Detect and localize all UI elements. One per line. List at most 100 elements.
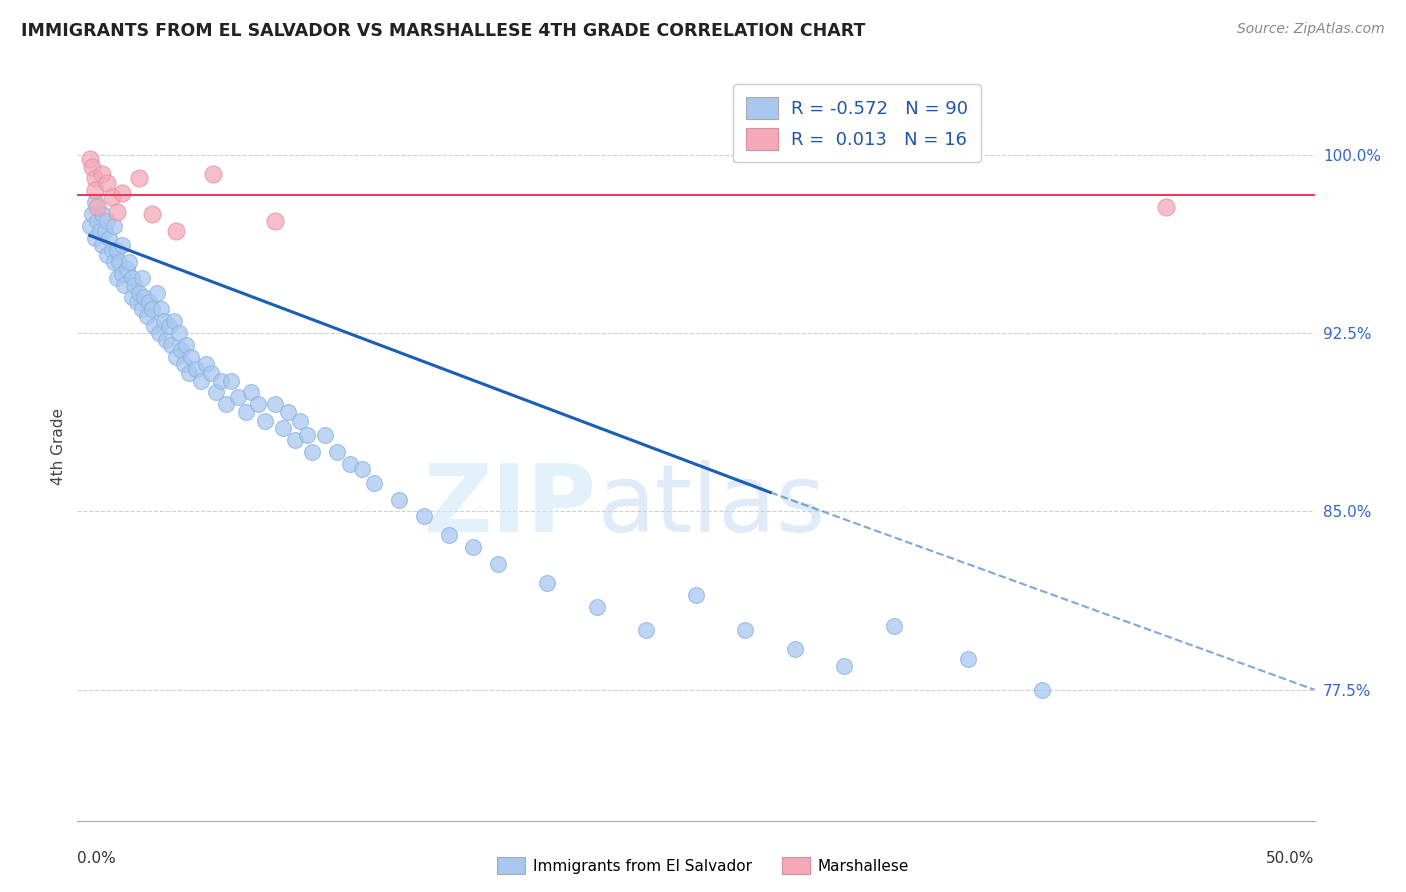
Point (112, 278, 135, 293)
Point (141, 207, 163, 221)
Point (284, 433, 307, 447)
Point (271, 421, 294, 435)
Point (98, 231, 121, 245)
Point (82, 207, 104, 221)
Point (190, 374, 212, 388)
Point (297, 428, 319, 442)
Point (150, 302, 173, 317)
Point (264, 214, 287, 228)
Point (288, 414, 311, 428)
Point (170, 343, 193, 357)
Point (118, 254, 141, 268)
Point (326, 445, 349, 459)
Point (163, 314, 186, 328)
Text: atlas: atlas (598, 460, 825, 552)
Point (486, 557, 509, 571)
Point (86, 200, 108, 214)
Point (91, 207, 114, 221)
Point (103, 219, 125, 233)
Point (128, 171, 150, 186)
Point (350, 461, 373, 475)
Point (83, 183, 105, 197)
Text: IMMIGRANTS FROM EL SALVADOR VS MARSHALLESE 4TH GRADE CORRELATION CHART: IMMIGRANTS FROM EL SALVADOR VS MARSHALLE… (21, 22, 866, 40)
Text: ZIP: ZIP (425, 460, 598, 552)
Point (177, 367, 200, 381)
Point (128, 285, 150, 300)
Point (264, 397, 287, 411)
Point (388, 492, 411, 507)
Point (226, 390, 249, 404)
Point (174, 338, 197, 352)
Point (131, 271, 153, 285)
Point (143, 318, 166, 333)
Point (105, 204, 128, 219)
Point (957, 652, 980, 666)
Point (108, 254, 131, 268)
Point (463, 540, 485, 554)
Point (685, 588, 707, 602)
Point (235, 404, 257, 418)
Point (91, 167, 114, 181)
Point (111, 238, 134, 252)
Point (412, 509, 434, 524)
Point (239, 385, 262, 400)
Point (536, 575, 558, 590)
Text: 0.0%: 0.0% (77, 851, 117, 865)
Point (437, 528, 460, 542)
Point (86, 214, 108, 228)
Point (121, 271, 143, 285)
Point (783, 642, 806, 657)
Point (363, 475, 385, 490)
Point (138, 295, 160, 310)
Point (141, 302, 163, 317)
Point (314, 428, 336, 442)
Point (115, 261, 138, 276)
Point (145, 285, 167, 300)
Y-axis label: 4th Grade: 4th Grade (51, 408, 66, 484)
Point (96, 176, 118, 190)
Point (101, 243, 124, 257)
Point (883, 618, 905, 632)
Point (301, 445, 323, 459)
Point (200, 367, 222, 381)
Point (202, 167, 225, 181)
Point (148, 326, 170, 340)
Text: Source: ZipAtlas.com: Source: ZipAtlas.com (1237, 22, 1385, 37)
Point (834, 659, 856, 673)
Text: 50.0%: 50.0% (1267, 851, 1315, 865)
Point (131, 302, 153, 317)
Point (184, 361, 207, 376)
Point (105, 243, 128, 257)
Point (134, 290, 156, 304)
Point (157, 318, 180, 333)
Point (215, 397, 238, 411)
Point (111, 186, 134, 200)
Point (339, 457, 361, 471)
Point (153, 314, 176, 328)
Point (734, 624, 756, 638)
Point (83, 231, 105, 245)
Point (195, 357, 218, 371)
Point (82, 160, 104, 174)
Point (586, 599, 609, 614)
Point (125, 295, 148, 310)
Point (83, 171, 105, 186)
Point (83, 195, 105, 210)
Point (209, 374, 232, 388)
Point (165, 224, 187, 238)
Point (103, 254, 125, 268)
Point (105, 271, 128, 285)
Point (167, 326, 190, 340)
Point (165, 350, 187, 364)
Legend: R = -0.572   N = 90, R =  0.013   N = 16: R = -0.572 N = 90, R = 0.013 N = 16 (733, 84, 980, 162)
Point (79, 219, 101, 233)
Point (122, 278, 145, 293)
Point (96, 214, 118, 228)
Point (1154, 200, 1177, 214)
Point (121, 290, 143, 304)
Point (79, 153, 101, 167)
Point (155, 333, 177, 347)
Point (254, 414, 277, 428)
Point (246, 397, 269, 411)
Point (91, 238, 114, 252)
